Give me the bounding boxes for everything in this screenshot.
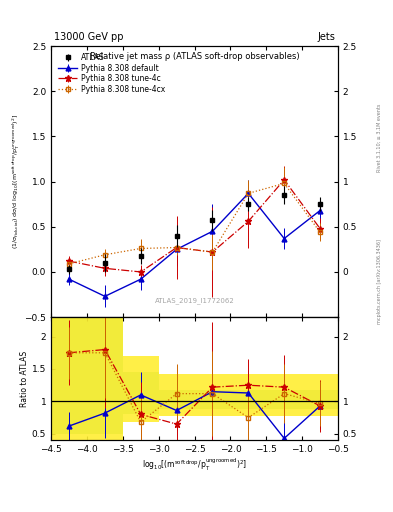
Text: Relative jet mass ρ (ATLAS soft-drop observables): Relative jet mass ρ (ATLAS soft-drop obs… — [90, 52, 299, 60]
Text: ATLAS_2019_I1772062: ATLAS_2019_I1772062 — [155, 297, 234, 304]
Text: Rivet 3.1.10; ≥ 3.1M events: Rivet 3.1.10; ≥ 3.1M events — [377, 104, 382, 173]
X-axis label: log$_{10}$[(m$^{\mathrm{soft\,drop}}$/p$_{\mathrm{T}}^{\mathrm{ungroomed}}$)$^{2: log$_{10}$[(m$^{\mathrm{soft\,drop}}$/p$… — [142, 457, 247, 473]
Y-axis label: (1/σ$_{\mathrm{fiducial}}$) dσ/d log$_{10}$[(m$^{\mathrm{soft\,drop}}$/p$_{\math: (1/σ$_{\mathrm{fiducial}}$) dσ/d log$_{1… — [10, 114, 22, 249]
Y-axis label: Ratio to ATLAS: Ratio to ATLAS — [20, 351, 29, 407]
Text: Jets: Jets — [317, 32, 335, 42]
Legend: ATLAS, Pythia 8.308 default, Pythia 8.308 tune-4c, Pythia 8.308 tune-4cx: ATLAS, Pythia 8.308 default, Pythia 8.30… — [57, 52, 167, 95]
Text: 13000 GeV pp: 13000 GeV pp — [54, 32, 123, 42]
Text: mcplots.cern.ch [arXiv:1306.3436]: mcplots.cern.ch [arXiv:1306.3436] — [377, 239, 382, 324]
